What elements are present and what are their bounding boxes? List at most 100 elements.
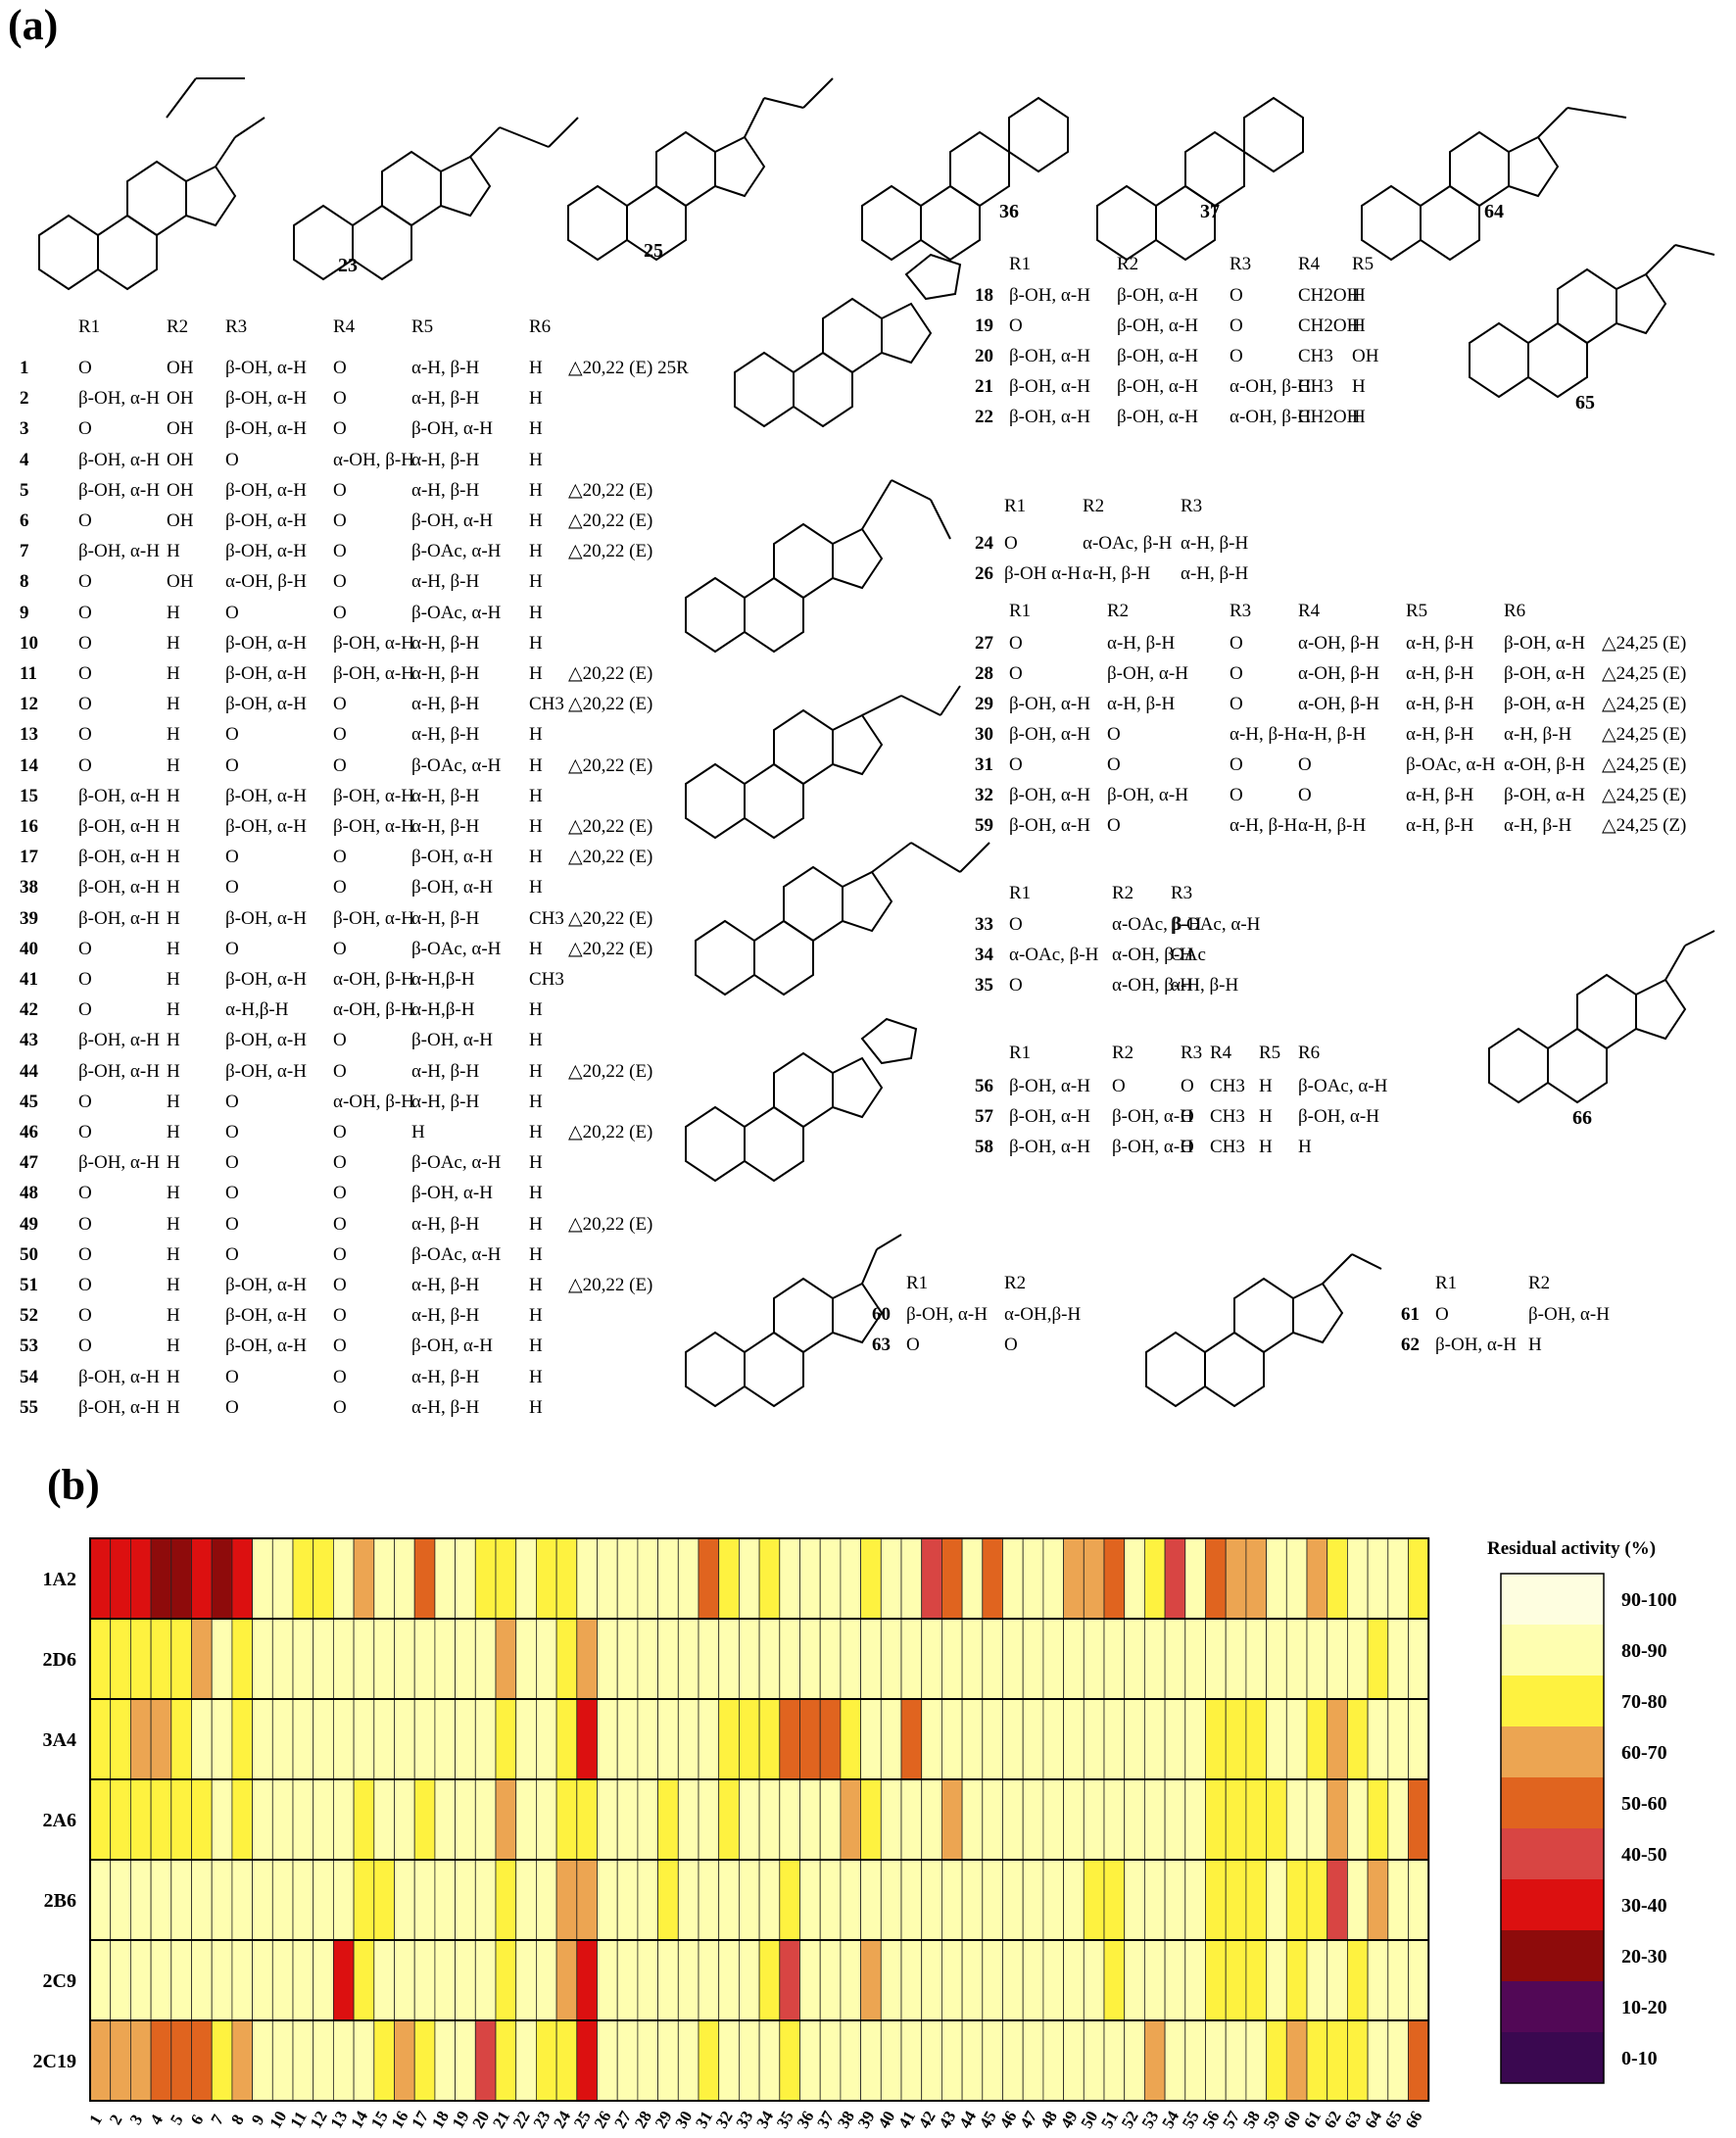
heatmap-cell xyxy=(921,2019,942,2102)
table-cell: α-H, β-H xyxy=(1181,563,1249,584)
heatmap-cell xyxy=(1285,1698,1308,1780)
heatmap-cell xyxy=(1083,1698,1105,1780)
heatmap-cell xyxy=(1408,1698,1429,1780)
heatmap-cell xyxy=(1306,1939,1328,2021)
compound-number: 2 xyxy=(20,388,29,410)
table-cell: β-OH, α-H xyxy=(78,449,160,470)
heatmap-cell xyxy=(373,1618,395,1700)
heatmap-cell xyxy=(1205,1698,1227,1780)
compound-number: 62 xyxy=(1401,1335,1420,1355)
table-cell: α-H, β-H xyxy=(411,1060,480,1082)
compound-number: 8 xyxy=(20,571,29,593)
compound-number: 31 xyxy=(975,754,993,775)
heatmap-cell xyxy=(313,1698,334,1780)
table-cell: β-OH, α-H xyxy=(225,907,307,929)
table-cell: H xyxy=(529,632,543,654)
heatmap-cell xyxy=(1225,1859,1247,1941)
table-cell: α-H, β-H xyxy=(411,632,480,654)
heatmap-cell xyxy=(252,1618,273,1700)
heatmap-cell xyxy=(961,1618,984,1700)
structure-label-65: 65 xyxy=(1575,392,1595,413)
heatmap-cell xyxy=(779,1859,800,1941)
heatmap-cell xyxy=(779,1618,800,1700)
table-cell: β-OH, α-H xyxy=(225,388,307,410)
heatmap-cell xyxy=(1063,1537,1085,1620)
column-header: R3 xyxy=(1230,254,1252,274)
heatmap-cell xyxy=(150,1537,172,1620)
table-cell: OH xyxy=(167,418,194,440)
compound-number: 10 xyxy=(20,632,38,654)
compound-number: 28 xyxy=(975,663,993,684)
heatmap-cell xyxy=(150,1939,172,2021)
legend-label: 70-80 xyxy=(1621,1691,1667,1713)
table-cell: H xyxy=(529,877,543,899)
table-cell: α-OAc, β-H xyxy=(1112,914,1202,935)
table-cell: O xyxy=(333,1183,347,1204)
heatmap-cell xyxy=(313,1939,334,2021)
heatmap-cell xyxy=(211,1778,233,1861)
table-cell: O xyxy=(225,847,239,868)
table-cell: △20,22 (E) xyxy=(568,1122,653,1142)
table-cell: OH xyxy=(167,388,194,410)
table-cell: O xyxy=(1230,785,1243,805)
heatmap-cell xyxy=(129,1778,152,1861)
table-cell: α-H, β-H xyxy=(1406,815,1474,836)
heatmap-cell xyxy=(860,1698,882,1780)
table-cell: O xyxy=(225,1152,239,1174)
legend-swatch xyxy=(1501,1828,1604,1879)
heatmap-cell xyxy=(597,2019,618,2102)
table-cell: CH3 xyxy=(529,969,564,990)
table-cell: β-OAc, α-H xyxy=(411,938,502,959)
heatmap-cell xyxy=(353,1859,375,1941)
table-cell: CH3 xyxy=(1210,1137,1245,1157)
table-cell: O xyxy=(78,1275,92,1295)
heatmap-cell xyxy=(89,2019,112,2102)
table-cell: H xyxy=(167,1396,180,1418)
heatmap-cell xyxy=(921,1939,942,2021)
heatmap-cell xyxy=(1083,1618,1105,1700)
heatmap-cell xyxy=(1002,1859,1024,1941)
heatmap-cell xyxy=(89,1859,112,1941)
heatmap-cell xyxy=(1063,1939,1085,2021)
heatmap-cell xyxy=(536,1698,557,1780)
heatmap-cell xyxy=(536,1778,557,1861)
heatmap-cell xyxy=(576,1778,598,1861)
structure-24-26 xyxy=(685,479,951,654)
heatmap-cell xyxy=(637,1618,659,1700)
heatmap-cell xyxy=(1347,1537,1369,1620)
table-cell: △20,22 (E) xyxy=(568,694,653,715)
heatmap-cell xyxy=(1205,1859,1227,1941)
heatmap-cell xyxy=(455,1698,476,1780)
table-cell: H xyxy=(167,1060,180,1082)
heatmap-cell xyxy=(191,1778,213,1861)
heatmap-cell xyxy=(718,2019,740,2102)
heatmap-cell xyxy=(252,2019,273,2102)
heatmap-cell xyxy=(1367,1698,1389,1780)
table-cell: α-H, β-H xyxy=(1230,815,1298,836)
heatmap-cell xyxy=(1225,1618,1247,1700)
heatmap-cell xyxy=(616,1537,639,1620)
table-cell: H xyxy=(1259,1076,1273,1096)
table-cell: O xyxy=(333,1366,347,1387)
table-cell: β-OH, α-H xyxy=(333,816,414,837)
table-cell: O xyxy=(333,754,347,776)
heatmap-cell xyxy=(576,1698,598,1780)
table-cell: H xyxy=(529,449,543,470)
table-cell: O xyxy=(333,938,347,959)
heatmap-cell xyxy=(921,1698,942,1780)
heatmap-cell xyxy=(252,1859,273,1941)
heatmap-cell xyxy=(1347,1939,1369,2021)
heatmap-cell xyxy=(900,2019,923,2102)
table-cell: O xyxy=(1181,1137,1194,1157)
legend-label: 10-20 xyxy=(1621,1997,1667,2018)
heatmap-cell xyxy=(495,1939,517,2021)
heatmap-cell xyxy=(616,2019,639,2102)
heatmap-cell xyxy=(1042,1618,1065,1700)
table-cell: β-OH, α-H xyxy=(1435,1335,1517,1355)
heatmap-cell xyxy=(231,1939,253,2021)
table-cell: α-OH, β-H xyxy=(1230,407,1311,427)
heatmap-cell xyxy=(576,2019,598,2102)
table-cell: △20,22 (E) xyxy=(568,541,653,562)
heatmap-cell xyxy=(1103,1778,1126,1861)
structure-core-1 xyxy=(38,77,265,291)
